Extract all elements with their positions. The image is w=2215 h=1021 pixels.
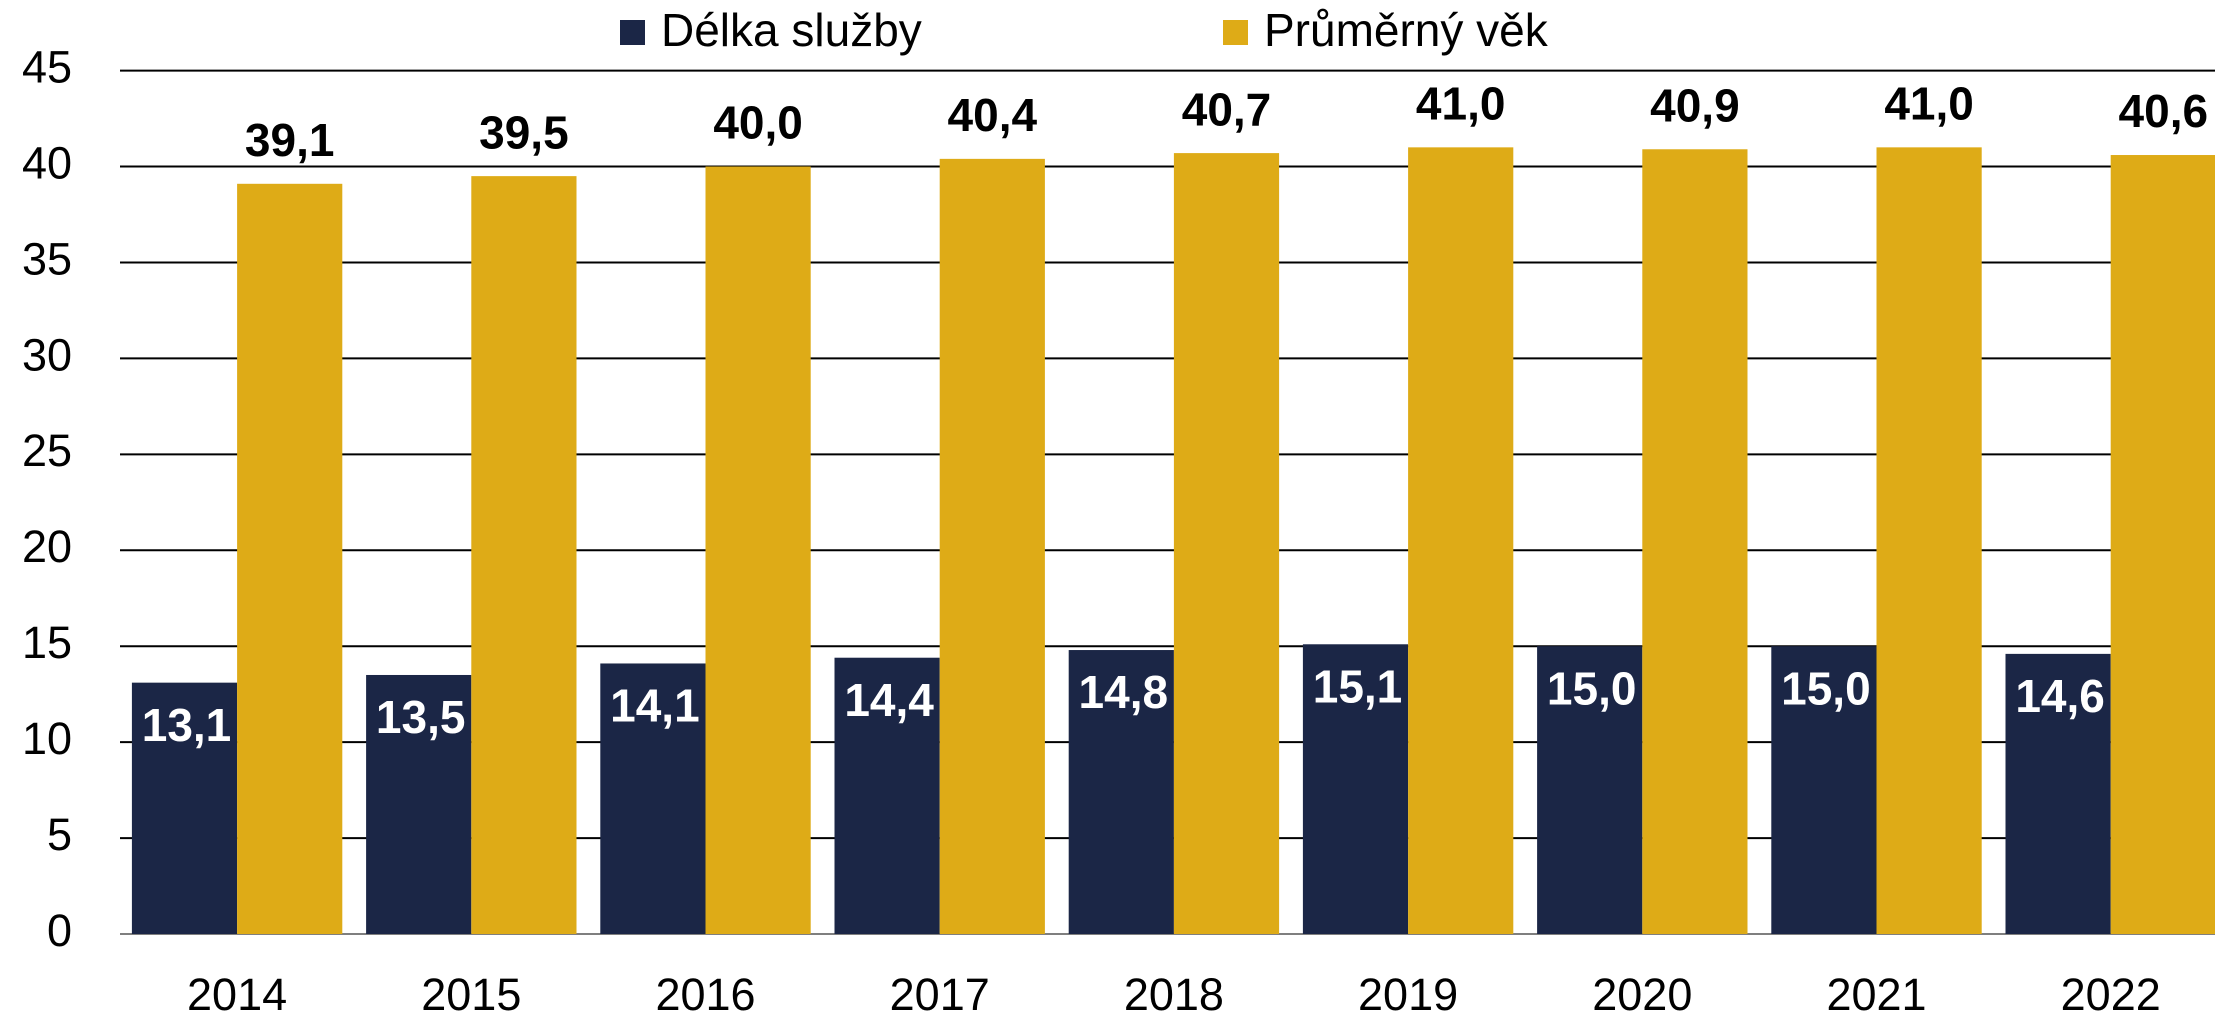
value-label: 13,1 — [142, 699, 232, 751]
bar — [705, 166, 811, 935]
value-label: 14,8 — [1079, 666, 1169, 718]
value-label: 14,6 — [2015, 670, 2105, 722]
bar — [366, 674, 472, 934]
value-label: 40,7 — [1182, 83, 1272, 135]
bar — [1642, 149, 1748, 935]
x-tick-label: 2018 — [1124, 969, 1224, 1020]
bar — [2005, 653, 2111, 934]
bar — [1876, 147, 1982, 934]
value-label: 40,6 — [2119, 85, 2209, 137]
legend-label: Průměrný věk — [1264, 4, 1549, 56]
y-tick-label: 25 — [22, 425, 72, 476]
value-label: 40,4 — [948, 89, 1038, 141]
value-label: 14,4 — [844, 674, 934, 726]
x-tick-label: 2015 — [421, 969, 521, 1020]
y-tick-label: 15 — [22, 617, 72, 668]
bar — [939, 158, 1045, 935]
x-tick-label: 2021 — [1826, 969, 1926, 1020]
x-tick-label: 2022 — [2061, 969, 2161, 1020]
bar — [1302, 644, 1409, 934]
value-label: 15,1 — [1313, 660, 1403, 712]
y-tick-label: 20 — [22, 521, 72, 572]
bar — [834, 657, 940, 934]
y-tick-label: 0 — [47, 905, 72, 956]
value-label: 14,1 — [610, 680, 700, 732]
bar — [1771, 646, 1877, 934]
value-label: 13,5 — [376, 691, 466, 743]
x-tick-label: 2014 — [187, 969, 287, 1020]
bar — [131, 682, 238, 934]
value-label: 15,0 — [1547, 662, 1637, 714]
bar — [471, 176, 577, 935]
x-tick-label: 2016 — [655, 969, 755, 1020]
value-label: 41,0 — [1416, 78, 1506, 130]
value-label: 40,9 — [1650, 79, 1740, 131]
value-label: 15,0 — [1781, 662, 1871, 714]
y-tick-label: 30 — [22, 329, 72, 380]
bar — [237, 183, 343, 934]
bar — [1068, 650, 1174, 934]
x-tick-label: 2020 — [1592, 969, 1692, 1020]
value-label: 39,1 — [245, 114, 335, 166]
bar — [1537, 646, 1643, 934]
bar — [600, 663, 706, 934]
y-tick-label: 40 — [22, 137, 72, 188]
y-tick-label: 10 — [22, 713, 72, 764]
y-tick-label: 5 — [47, 809, 72, 860]
legend-label: Délka služby — [661, 4, 922, 56]
x-tick-label: 2017 — [890, 969, 990, 1020]
legend-swatch — [620, 20, 645, 45]
bar — [2110, 155, 2215, 934]
legend-swatch — [1223, 20, 1248, 45]
value-label: 41,0 — [1884, 78, 1974, 130]
bar — [1408, 147, 1514, 934]
x-tick-label: 2019 — [1358, 969, 1458, 1020]
y-tick-label: 45 — [22, 41, 72, 92]
bar — [1173, 153, 1280, 934]
value-label: 39,5 — [479, 106, 569, 158]
value-label: 40,0 — [713, 97, 803, 149]
y-tick-label: 35 — [22, 233, 72, 284]
